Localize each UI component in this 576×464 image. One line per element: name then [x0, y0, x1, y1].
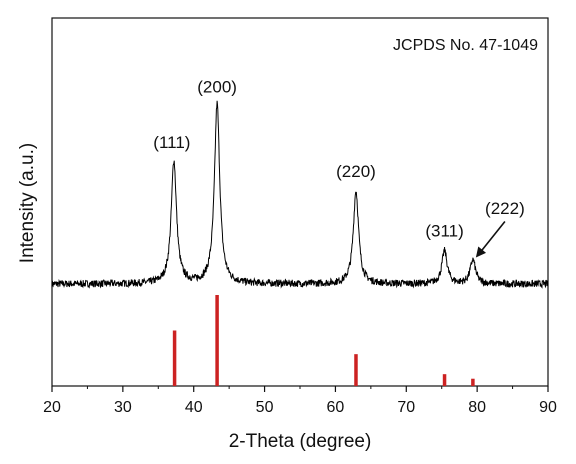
arrow-222-head — [475, 246, 487, 258]
peak-labels: (111) (200) (220) (311) (222) — [153, 77, 524, 240]
arrow-222 — [480, 220, 506, 252]
x-tick-label: 30 — [114, 399, 132, 416]
peak-label: (222) — [485, 199, 525, 218]
x-axis-title: 2-Theta (degree) — [229, 431, 372, 452]
peak-label: (311) — [425, 222, 463, 241]
x-axis: 20 30 40 50 60 70 80 90 — [43, 386, 557, 416]
reference-label: JCPDS No. 47-1049 — [393, 37, 538, 54]
peak-label: (200) — [197, 77, 237, 96]
peak-label: (220) — [336, 162, 376, 181]
xrd-pattern-line — [51, 100, 549, 289]
x-tick-label: 40 — [185, 399, 203, 416]
plot-frame — [51, 17, 549, 387]
peak-label: (111) — [153, 133, 190, 152]
y-axis-title: Intensity (a.u.) — [17, 143, 38, 263]
x-tick-label: 60 — [327, 399, 345, 416]
x-tick-label: 50 — [256, 399, 274, 416]
x-tick-label: 70 — [397, 399, 415, 416]
x-tick-label: 80 — [468, 399, 486, 416]
x-tick-label: 20 — [43, 399, 61, 416]
x-tick-label: 90 — [539, 399, 557, 416]
reference-lines — [172, 295, 475, 386]
